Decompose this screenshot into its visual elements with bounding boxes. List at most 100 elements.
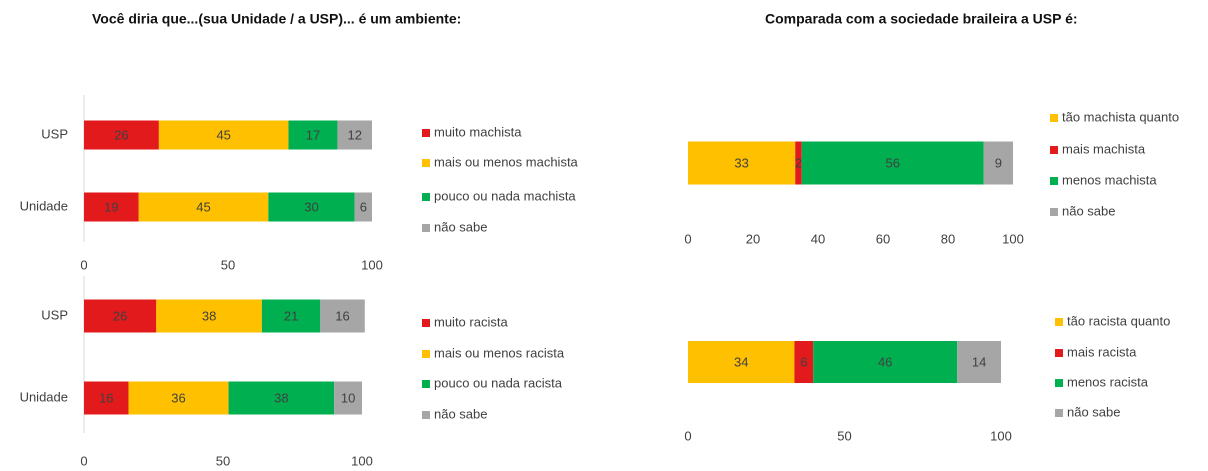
bar-segment — [813, 341, 958, 383]
legend-label: pouco ou nada machista — [434, 188, 576, 203]
legend-label: não sabe — [434, 406, 488, 421]
bar-segment — [84, 381, 129, 415]
legend-swatch — [422, 380, 430, 388]
value-label: 2 — [795, 155, 802, 170]
legend-label: menos machista — [1062, 172, 1157, 187]
bar-segment — [128, 381, 229, 415]
x-tick-label: 0 — [684, 428, 691, 443]
legend-label: mais ou menos racista — [434, 345, 565, 360]
bar-segment — [288, 120, 338, 150]
x-tick-label: 80 — [941, 231, 955, 246]
legend-label: pouco ou nada racista — [434, 375, 563, 390]
bar-segment — [795, 141, 802, 185]
value-label: 26 — [114, 127, 128, 142]
value-label: 16 — [99, 390, 113, 405]
legend-label: menos racista — [1067, 374, 1149, 389]
legend-swatch — [1055, 409, 1063, 417]
legend-label: mais ou menos machista — [434, 154, 579, 169]
value-label: 45 — [196, 199, 210, 214]
value-label: 56 — [886, 155, 900, 170]
x-tick-label: 100 — [1002, 231, 1024, 246]
x-tick-label: 0 — [80, 257, 87, 272]
legend-label: não sabe — [1062, 203, 1116, 218]
bar-segment — [320, 299, 365, 333]
bar-segment — [957, 341, 1001, 383]
chart-title: Você diria que...(sua Unidade / a USP)..… — [92, 11, 461, 27]
legend-label: mais racista — [1067, 344, 1137, 359]
x-tick-label: 50 — [216, 453, 230, 468]
legend-swatch — [422, 129, 430, 137]
value-label: 45 — [216, 127, 230, 142]
x-tick-label: 0 — [684, 231, 691, 246]
bar-segment — [794, 341, 814, 383]
value-label: 17 — [306, 127, 320, 142]
legend-swatch — [422, 224, 430, 232]
bar-segment — [158, 120, 289, 150]
category-label: Unidade — [20, 389, 68, 404]
value-label: 46 — [878, 354, 892, 369]
bar-segment — [138, 192, 269, 222]
bar-segment — [801, 141, 984, 185]
bar-segment — [261, 299, 321, 333]
legend-label: tão machista quanto — [1062, 109, 1179, 124]
value-label: 33 — [734, 155, 748, 170]
legend-label: muito racista — [434, 314, 508, 329]
value-label: 19 — [104, 199, 118, 214]
bar-segment — [156, 299, 262, 333]
legend-label: tão racista quanto — [1067, 313, 1170, 328]
value-label: 38 — [274, 390, 288, 405]
bar-segment — [228, 381, 335, 415]
value-label: 6 — [360, 199, 367, 214]
legend-swatch — [1050, 208, 1058, 216]
value-label: 10 — [341, 390, 355, 405]
x-tick-label: 100 — [351, 453, 373, 468]
value-label: 9 — [995, 155, 1002, 170]
value-label: 34 — [734, 354, 748, 369]
legend-label: muito machista — [434, 124, 522, 139]
x-tick-label: 50 — [221, 257, 235, 272]
bar-segment — [337, 120, 372, 150]
value-label: 36 — [171, 390, 185, 405]
category-label: Unidade — [20, 198, 68, 213]
bar-segment — [688, 341, 795, 383]
legend-swatch — [1050, 177, 1058, 185]
bar-segment — [84, 120, 159, 150]
legend-swatch — [1055, 349, 1063, 357]
value-label: 16 — [335, 308, 349, 323]
chart-title: Comparada com a sociedade braileira a US… — [765, 11, 1078, 27]
x-tick-label: 100 — [361, 257, 383, 272]
legend-swatch — [1055, 318, 1063, 326]
bar-segment — [983, 141, 1013, 185]
bar-segment — [84, 299, 157, 333]
bar-segment — [354, 192, 372, 222]
legend-swatch — [1055, 379, 1063, 387]
x-tick-label: 0 — [80, 453, 87, 468]
x-tick-label: 60 — [876, 231, 890, 246]
legend-swatch — [422, 159, 430, 167]
category-label: USP — [41, 126, 68, 141]
legend-swatch — [422, 350, 430, 358]
value-label: 12 — [347, 127, 361, 142]
category-label: USP — [41, 307, 68, 322]
value-label: 14 — [972, 354, 986, 369]
bar-segment — [688, 141, 796, 185]
x-tick-label: 50 — [837, 428, 851, 443]
legend-swatch — [422, 411, 430, 419]
legend-label: mais machista — [1062, 141, 1146, 156]
value-label: 38 — [202, 308, 216, 323]
bar-segment — [268, 192, 355, 222]
x-tick-label: 20 — [746, 231, 760, 246]
x-tick-label: 100 — [990, 428, 1012, 443]
legend-swatch — [422, 319, 430, 327]
value-label: 21 — [284, 308, 298, 323]
legend-label: não sabe — [434, 219, 488, 234]
bar-segment — [334, 381, 362, 415]
bar-segment — [84, 192, 139, 222]
value-label: 30 — [304, 199, 318, 214]
legend-label: não sabe — [1067, 404, 1121, 419]
legend-swatch — [422, 193, 430, 201]
x-tick-label: 40 — [811, 231, 825, 246]
value-label: 6 — [800, 354, 807, 369]
value-label: 26 — [113, 308, 127, 323]
legend-swatch — [1050, 114, 1058, 122]
